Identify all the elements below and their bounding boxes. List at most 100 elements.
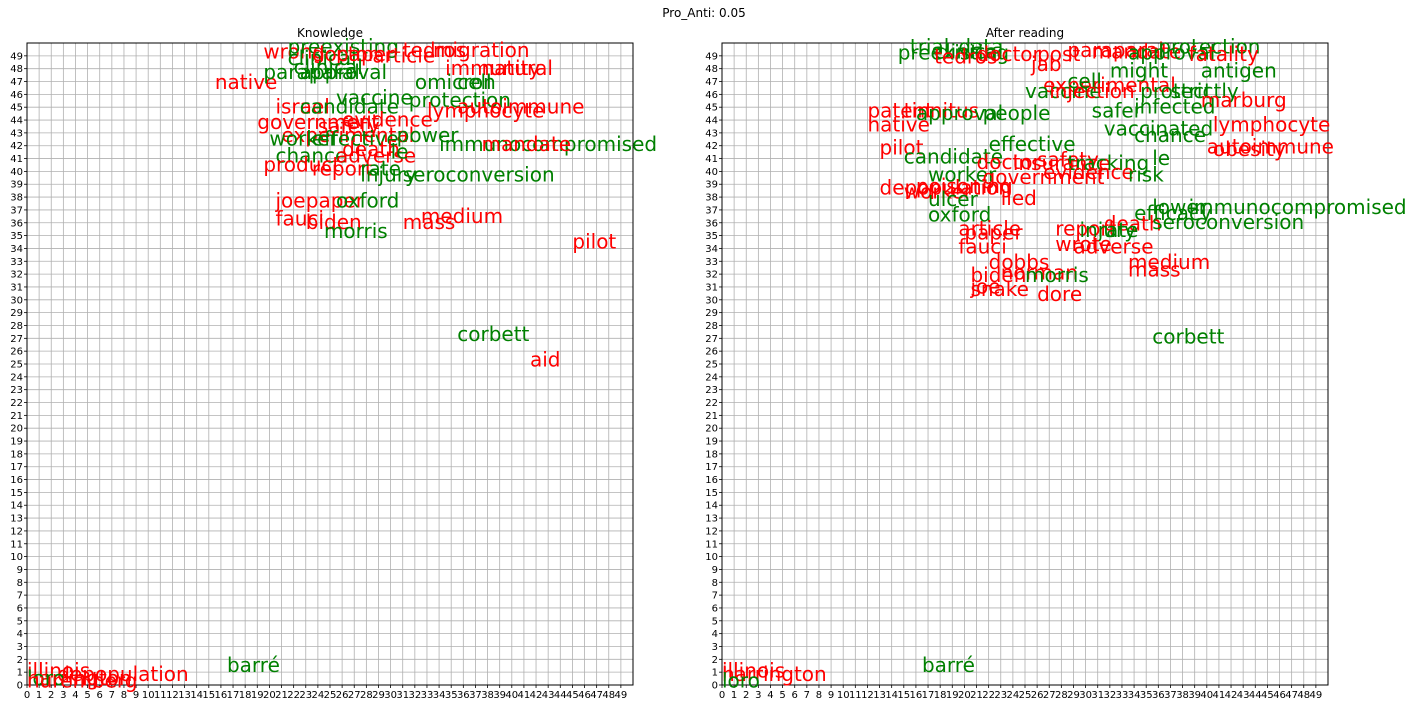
- x-tick-label: 11: [849, 690, 862, 701]
- word-point: poisoning: [916, 174, 1013, 198]
- x-tick-label: 23: [299, 690, 312, 701]
- word-point: illinois: [722, 658, 785, 682]
- y-tick-label: 31: [10, 282, 23, 293]
- x-tick-label: 7: [804, 690, 810, 701]
- y-tick-label: 18: [10, 449, 23, 460]
- word-point: harrington: [722, 662, 827, 686]
- x-tick-label: 29: [1067, 690, 1080, 701]
- y-tick-label: 21: [10, 411, 23, 422]
- x-tick-label: 46: [578, 690, 591, 701]
- x-tick-label: 36: [1152, 690, 1165, 701]
- y-tick-label: 17: [705, 462, 718, 473]
- y-tick-label: 8: [712, 578, 718, 589]
- word-point: fatality: [1189, 42, 1259, 66]
- word-point: vaccine: [336, 86, 413, 110]
- word-point: chance: [1134, 123, 1206, 147]
- y-tick-label: 16: [705, 475, 718, 486]
- word-point: clinical: [934, 39, 1003, 63]
- y-tick-label: 42: [705, 141, 718, 152]
- x-tick-label: 14: [885, 690, 898, 701]
- x-tick-label: 43: [542, 690, 555, 701]
- word-point: wrote: [1055, 232, 1112, 256]
- x-tick-label: 1: [36, 690, 42, 701]
- x-tick-label: 22: [287, 690, 300, 701]
- x-tick-label: 38: [481, 690, 494, 701]
- y-tick-label: 48: [705, 64, 718, 75]
- word-point: paper: [336, 42, 395, 66]
- word-point: migration: [433, 38, 530, 62]
- word-point: adverse: [336, 143, 416, 167]
- x-tick-label: 3: [60, 690, 66, 701]
- word-point: medium: [1128, 250, 1210, 274]
- y-tick-label: 37: [10, 205, 23, 216]
- x-tick-label: 39: [493, 690, 506, 701]
- word-point: vaccinated: [1104, 116, 1213, 140]
- y-tick-label: 46: [705, 90, 718, 101]
- y-tick-label: 14: [10, 501, 23, 512]
- y-tick-label: 46: [10, 90, 23, 101]
- word-point: strictly: [1170, 79, 1238, 103]
- y-tick-label: 18: [705, 449, 718, 460]
- y-tick-label: 5: [712, 616, 718, 627]
- word-point: joe: [969, 274, 1000, 298]
- y-tick-label: 10: [10, 552, 23, 563]
- figure-title: Pro_Anti: 0.05: [662, 6, 746, 20]
- x-tick-label: 26: [336, 690, 349, 701]
- word-point: death: [1104, 211, 1162, 235]
- y-tick-label: 34: [10, 244, 23, 255]
- word-point: autoimmune: [457, 95, 584, 119]
- x-tick-label: 32: [408, 690, 421, 701]
- word-point: effective: [312, 127, 399, 151]
- y-tick-label: 24: [705, 372, 718, 383]
- x-tick-label: 8: [816, 690, 822, 701]
- x-tick-label: 2: [743, 690, 749, 701]
- y-tick-label: 2: [712, 655, 718, 666]
- word-point: biden: [306, 210, 362, 234]
- word-point: illinois: [27, 658, 90, 682]
- word-point: rate: [1098, 218, 1139, 242]
- word-point: lymphocyte: [1213, 113, 1330, 137]
- x-tick-label: 13: [178, 690, 191, 701]
- y-tick-label: 29: [10, 308, 23, 319]
- x-tick-label: 38: [1176, 690, 1189, 701]
- y-tick-label: 22: [705, 398, 718, 409]
- y-tick-label: 13: [10, 514, 23, 525]
- x-tick-label: 30: [1079, 690, 1092, 701]
- y-tick-label: 40: [705, 167, 718, 178]
- y-tick-label: 3: [712, 642, 718, 653]
- word-point: lied: [1001, 186, 1037, 210]
- word-point: oxford: [336, 188, 399, 212]
- word-point: pilot: [880, 136, 924, 160]
- word-point: norman: [1001, 260, 1078, 284]
- x-tick-label: 0: [719, 690, 725, 701]
- y-tick-label: 12: [10, 526, 23, 537]
- y-tick-label: 0: [712, 681, 718, 692]
- word-point: nuremberg: [27, 669, 138, 693]
- y-tick-label: 7: [712, 591, 718, 602]
- word-point: doctor: [977, 150, 1042, 174]
- word-point: product: [263, 152, 340, 176]
- y-tick-label: 25: [10, 360, 23, 371]
- y-tick-label: 19: [10, 437, 23, 448]
- y-tick-label: 42: [10, 141, 23, 152]
- word-point: worker: [928, 163, 997, 187]
- word-point: mandate: [1092, 39, 1182, 63]
- x-tick-label: 42: [530, 690, 543, 701]
- y-tick-label: 32: [705, 270, 718, 281]
- y-tick-label: 27: [10, 334, 23, 345]
- y-tick-label: 26: [705, 347, 718, 358]
- word-point: tinnitus: [904, 98, 979, 122]
- word-point: oxford: [928, 202, 991, 226]
- x-tick-label: 48: [1297, 690, 1310, 701]
- word-point: experimental: [282, 123, 415, 147]
- x-tick-label: 41: [1213, 690, 1226, 701]
- word-point: injection: [1049, 79, 1134, 103]
- y-tick-label: 11: [10, 539, 23, 550]
- x-tick-label: 48: [602, 690, 615, 701]
- y-tick-label: 1: [17, 668, 23, 679]
- word-point: lower: [1152, 195, 1207, 219]
- x-tick-label: 10: [142, 690, 155, 701]
- x-tick-label: 7: [109, 690, 115, 701]
- word-point: paper: [306, 188, 365, 212]
- word-point: mandate: [482, 132, 572, 156]
